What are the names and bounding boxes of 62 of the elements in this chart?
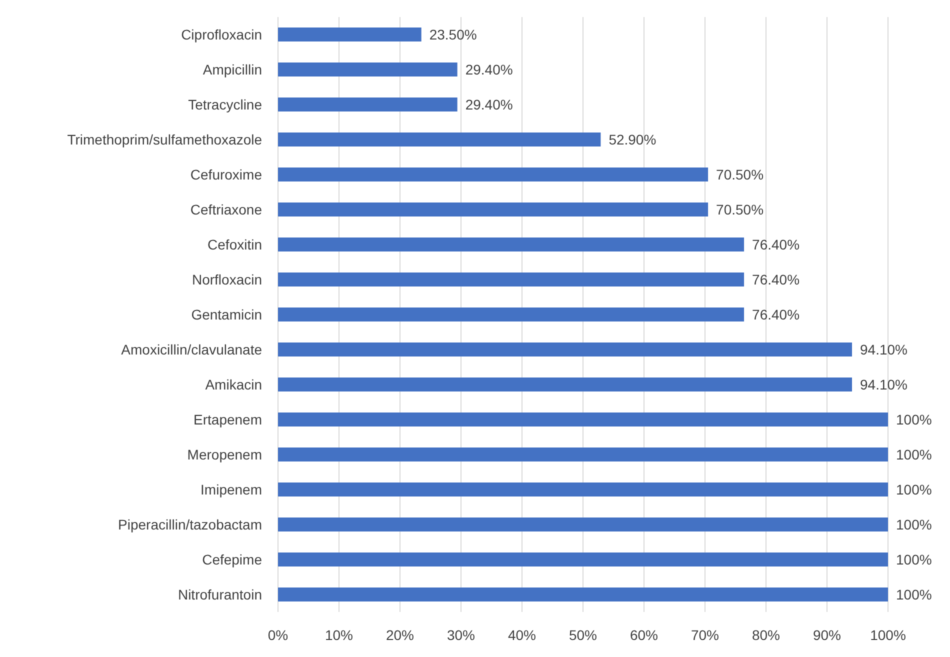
data-label: 94.10% — [860, 341, 908, 358]
y-tick-label: Norfloxacin — [192, 271, 262, 288]
bar — [278, 62, 458, 76]
x-tick-label: 60% — [630, 626, 658, 643]
bar — [278, 308, 744, 322]
bar — [278, 552, 888, 566]
bar — [278, 518, 888, 532]
x-tick-label: 30% — [446, 626, 476, 643]
x-tick-label: 0% — [268, 626, 288, 643]
bar — [278, 202, 708, 216]
data-label: 94.10% — [860, 376, 908, 392]
data-label: 100% — [896, 516, 932, 532]
y-tick-label: Tetracycline — [188, 96, 262, 112]
y-tick-label: Nitrofurantoin — [178, 586, 262, 602]
y-tick-label: Ampicillin — [202, 61, 262, 78]
y-tick-label: Cefepime — [202, 551, 262, 568]
data-label: 76.40% — [752, 271, 800, 288]
x-tick-label: 50% — [568, 626, 598, 643]
data-label: 100% — [896, 586, 932, 602]
bar — [278, 98, 458, 112]
y-tick-label: Ciprofloxacin — [181, 26, 262, 42]
y-tick-label: Cefoxitin — [208, 236, 262, 252]
bar — [278, 272, 744, 286]
data-label: 76.40% — [752, 306, 800, 322]
x-tick-label: 80% — [752, 626, 780, 643]
data-label: 23.50% — [429, 26, 477, 42]
bar — [278, 448, 888, 462]
bar — [278, 28, 422, 42]
y-tick-label: Cefuroxime — [190, 166, 262, 182]
bar — [278, 132, 601, 146]
y-tick-label: Gentamicin — [191, 306, 262, 322]
data-label: 100% — [896, 481, 932, 498]
data-label: 70.50% — [716, 166, 764, 182]
bar — [278, 378, 852, 392]
x-tick-label: 10% — [324, 626, 354, 643]
data-label: 29.40% — [465, 61, 513, 78]
y-tick-label: Ertapenem — [194, 411, 262, 428]
x-tick-label: 20% — [386, 626, 414, 643]
bar — [278, 168, 708, 182]
y-tick-label: Trimethoprim/sulfamethoxazole — [67, 131, 262, 148]
y-tick-label: Ceftriaxone — [190, 201, 262, 218]
x-tick-label: 70% — [690, 626, 720, 643]
bar — [278, 342, 852, 356]
data-label: 100% — [896, 411, 932, 428]
x-tick-label: 90% — [812, 626, 842, 643]
data-label: 52.90% — [608, 131, 656, 148]
bar — [278, 482, 888, 496]
bar — [278, 588, 888, 602]
y-tick-label: Meropenem — [187, 446, 262, 462]
data-label: 70.50% — [716, 201, 764, 218]
data-label: 100% — [896, 446, 932, 462]
data-label: 29.40% — [465, 96, 513, 112]
y-tick-label: Piperacillin/tazobactam — [118, 516, 262, 532]
y-tick-label: Amoxicillin/clavulanate — [121, 341, 262, 358]
y-tick-label: Amikacin — [205, 376, 262, 392]
bar — [278, 412, 888, 426]
data-label: 100% — [896, 551, 932, 568]
y-tick-label: Imipenem — [200, 481, 262, 498]
data-label: 76.40% — [752, 236, 800, 252]
x-tick-label: 100% — [870, 626, 906, 643]
bar — [278, 238, 744, 252]
x-tick-label: 40% — [508, 626, 536, 643]
